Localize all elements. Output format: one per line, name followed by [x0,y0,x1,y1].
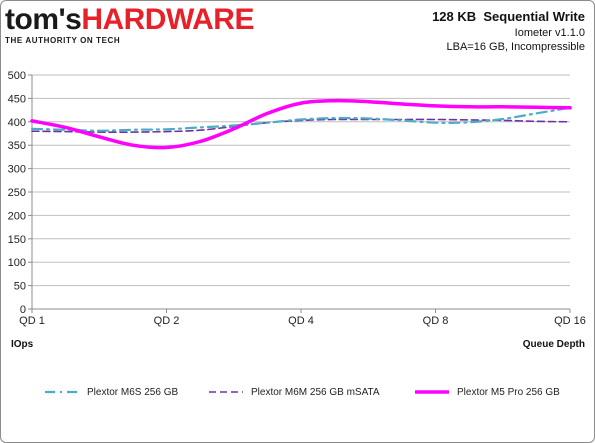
logo-wordmark-part2: HARDWARE [81,3,254,36]
series-line-m6s [30,106,572,132]
series-line-m5pro [30,98,572,150]
y-tick-label: 400 [8,117,26,129]
logo-wordmark-part1: tom's [5,3,82,36]
logo-wordmark: tom'sHARDWARE [5,3,254,37]
x-axis-label: Queue Depth [522,339,585,350]
y-tick-label: 250 [8,187,26,199]
legend-item-m6m: Plextor M6M 256 GB mSATA [207,384,380,400]
toms-hardware-logo: tom'sHARDWARE THE AUTHORITY ON TECH [5,3,254,45]
legend-item-m6s: Plextor M6S 256 GB [43,384,178,400]
chart-subtitle-config: LBA=16 GB, Incompressible [446,41,586,53]
y-tick-label: 350 [8,140,26,152]
legend-label-m6s: Plextor M6S 256 GB [87,386,179,398]
y-axis-label: IOps [11,339,34,350]
y-tick-label: 50 [14,281,26,293]
legend-label-m6m: Plextor M6M 256 GB mSATA [251,386,380,398]
legend-swatch-m6m [209,391,243,393]
x-tick-label: QD 8 [423,315,449,327]
legend-swatch-m5pro [415,390,449,394]
y-tick-label: 100 [8,257,26,269]
chart-title: 128 KB Sequential Write [432,9,585,24]
chart-subtitle-tool: Iometer v1.1.0 [514,27,585,39]
y-tick-label: 150 [8,234,26,246]
logo-tagline: THE AUTHORITY ON TECH [5,36,121,45]
x-tick-label: QD 16 [554,315,586,327]
y-tick-label: 300 [8,164,26,176]
x-tick-label: QD 1 [19,315,45,327]
legend-item-m5pro: Plextor M5 Pro 256 GB [413,384,560,400]
x-tick-label: QD 2 [154,315,180,327]
legend-swatch-m6s [45,390,79,394]
y-tick-label: 450 [8,93,26,105]
y-tick-label: 500 [8,70,26,82]
y-tick-label: 200 [8,210,26,222]
legend-label-m5pro: Plextor M5 Pro 256 GB [457,386,560,398]
y-tick-label: 0 [20,304,26,316]
x-tick-label: QD 4 [288,315,314,327]
